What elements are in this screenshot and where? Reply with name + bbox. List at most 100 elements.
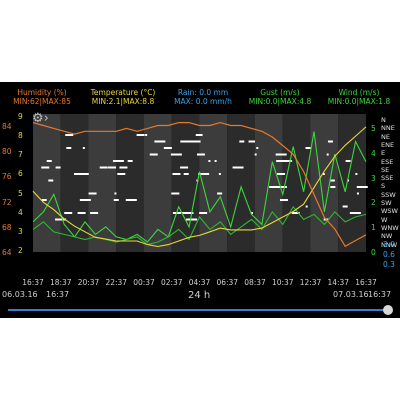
wind-direction-mark xyxy=(208,160,211,162)
wind-direction-mark xyxy=(65,134,74,136)
stripe xyxy=(171,114,200,252)
temperature-range: MIN:2.1|MAX:8.8 xyxy=(91,97,155,106)
wind-direction-mark xyxy=(41,199,47,201)
humidity-header: Humidity (%) MIN:62|MAX:85 xyxy=(2,88,82,106)
wind-direction-mark xyxy=(181,212,190,214)
wind-direction-mark xyxy=(250,140,256,143)
direction-tick: NNE xyxy=(381,124,395,133)
gust-header: Gust (m/s) MIN:0.0|MAX:4.8 xyxy=(240,88,320,106)
direction-tick: ESE xyxy=(381,157,394,166)
wind-direction-mark xyxy=(305,147,311,149)
gust-range: MIN:0.0|MAX:4.8 xyxy=(248,97,312,106)
direction-tick: NW xyxy=(381,232,393,241)
wind-direction-mark xyxy=(99,166,108,169)
wind-direction-mark xyxy=(277,173,286,175)
humidity-tick: 68 xyxy=(2,222,12,232)
wind-header: Wind (m/s) MIN:0.0|MAX:1.8 xyxy=(320,88,398,106)
wind-direction-mark xyxy=(163,147,172,149)
stripe xyxy=(33,114,61,252)
rain-header: Rain: 0.0 mm MAX: 0.0 mm/h xyxy=(168,88,238,106)
wind-direction-mark xyxy=(90,212,99,214)
wind-direction-mark xyxy=(214,160,217,162)
rain-tick: 0.3 xyxy=(383,260,395,269)
time-tick: 16:37 xyxy=(355,278,377,287)
humidity-label: Humidity (%) xyxy=(17,88,67,97)
wind-direction-mark xyxy=(64,212,67,214)
wind-direction-mark xyxy=(74,173,80,175)
temperature-tick: 7 xyxy=(18,150,23,160)
wind-direction-mark xyxy=(172,173,181,175)
wind-range: MIN:0.0|MAX:1.8 xyxy=(327,97,391,106)
wind-direction-mark xyxy=(171,192,180,195)
wind-tick: 1 xyxy=(371,223,376,233)
rain-label: Rain: 0.0 mm xyxy=(177,88,229,97)
humidity-tick: 84 xyxy=(2,122,12,131)
wind-direction-mark xyxy=(55,218,67,221)
wind-direction-mark xyxy=(46,160,52,162)
wind-direction-mark xyxy=(275,153,287,156)
stripe xyxy=(282,114,311,252)
wind-direction-mark xyxy=(64,212,73,214)
wind-direction-mark xyxy=(180,140,192,143)
temperature-tick: 6 xyxy=(18,169,23,179)
wind-direction-mark xyxy=(232,166,244,169)
wind-tick: 3 xyxy=(371,173,376,183)
gust-series-line xyxy=(32,131,367,243)
wind-direction-mark xyxy=(254,153,257,156)
wind-label: Wind (m/s) xyxy=(338,88,380,97)
time-tick: 02:37 xyxy=(160,278,183,287)
rain-tick: 0.6 xyxy=(383,250,395,259)
wind-direction-mark xyxy=(170,153,182,156)
wind-direction-mark xyxy=(145,134,148,136)
wind-tick: 4 xyxy=(371,148,376,158)
temperature-tick: 9 xyxy=(18,112,23,121)
settings-gear-icon[interactable]: ⚙› xyxy=(32,111,49,126)
wind-direction-marks xyxy=(41,134,368,221)
rain-tick: 3.0 xyxy=(383,240,395,249)
wind-direction-mark xyxy=(79,199,91,201)
humidity-tick: 64 xyxy=(2,248,12,257)
temperature-tick: 5 xyxy=(18,188,23,198)
wind-direction-mark xyxy=(349,212,361,214)
time-tick: 16:37 xyxy=(22,278,44,287)
direction-tick: SE xyxy=(381,165,390,174)
time-scrollbar[interactable] xyxy=(0,303,400,318)
time-tick: 06:37 xyxy=(216,278,239,287)
wind-direction-mark xyxy=(342,205,348,208)
weather-chart-panel: Humidity (%) MIN:62|MAX:85 Temperature (… xyxy=(0,82,400,318)
wind-direction-mark xyxy=(136,134,145,136)
wind-tick: 2 xyxy=(371,198,376,208)
wind-direction-mark xyxy=(355,173,358,175)
stripe xyxy=(60,114,89,252)
direction-tick: NE xyxy=(381,132,390,141)
wind-tick: 0 xyxy=(371,248,376,257)
wind-direction-mark xyxy=(82,147,85,149)
wind-direction-mark xyxy=(114,192,117,195)
direction-tick: S xyxy=(381,182,386,191)
wind-direction-mark xyxy=(113,199,119,201)
time-tick: 08:37 xyxy=(244,278,266,287)
stripe xyxy=(227,114,255,252)
wind-direction-mark xyxy=(250,212,253,214)
wind-direction-mark xyxy=(55,166,61,169)
temperature-tick: 4 xyxy=(18,207,23,217)
direction-tick: NNW xyxy=(381,240,398,249)
wind-direction-mark xyxy=(327,140,333,143)
stripe xyxy=(116,114,144,252)
humidity-tick: 76 xyxy=(2,172,12,182)
direction-tick: WSW xyxy=(381,207,398,216)
direction-tick: ENE xyxy=(381,140,395,149)
temperature-label: Temperature (°C) xyxy=(90,88,156,97)
time-tick: 22:37 xyxy=(105,278,128,287)
scrollbar-thumb xyxy=(383,305,393,315)
time-tick: 18:37 xyxy=(49,278,72,287)
direction-tick: SW xyxy=(381,199,392,207)
wind-direction-mark xyxy=(88,192,97,195)
period-label: 24 h xyxy=(188,290,211,301)
wind-direction-mark xyxy=(199,212,208,214)
wind-direction-mark xyxy=(271,186,283,188)
wind-direction-mark xyxy=(154,140,166,143)
wind-direction-mark xyxy=(195,134,201,136)
wind-direction-mark xyxy=(183,173,189,175)
wind-direction-mark xyxy=(110,166,113,169)
